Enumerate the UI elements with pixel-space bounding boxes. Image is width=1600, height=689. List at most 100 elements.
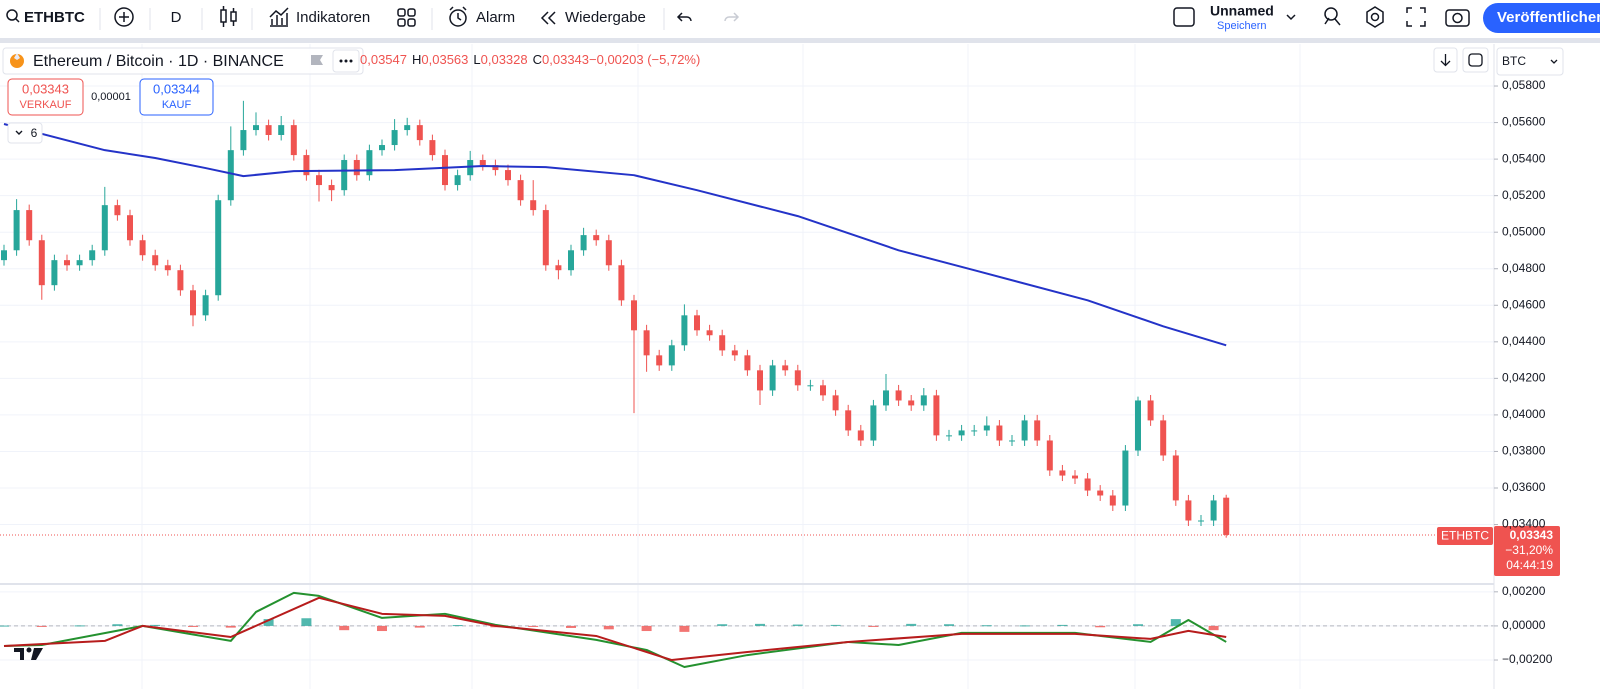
- legend-title[interactable]: Ethereum / Bitcoin · 1D · BINANCE: [33, 53, 284, 70]
- candle-body: [593, 235, 600, 241]
- candle-body: [731, 350, 738, 356]
- candle-body: [366, 150, 373, 176]
- candle-body: [253, 125, 259, 131]
- candle-body: [1, 250, 7, 261]
- indicators-button[interactable]: Indikatoren: [269, 7, 370, 27]
- price-tag: ETHBTC 0,03343 −31,20% 04:44:19: [1437, 526, 1560, 576]
- y-tick-label: 0,05200: [1502, 188, 1546, 202]
- candle-body: [530, 200, 537, 211]
- candle-body: [719, 335, 726, 351]
- candle-body: [820, 385, 826, 396]
- macd-histogram-bar: [641, 625, 652, 632]
- sell-button[interactable]: 0,03343 VERKAUF: [7, 78, 84, 116]
- settings-button[interactable]: [1366, 6, 1384, 28]
- candle-body: [983, 425, 990, 431]
- ohlc-value: 0,03547: [360, 52, 407, 67]
- logo-shape: [26, 647, 32, 653]
- currency-select[interactable]: BTC: [1496, 47, 1564, 76]
- layout-icon[interactable]: [1173, 7, 1195, 27]
- symbol-search[interactable]: ETHBTC: [6, 9, 85, 26]
- y-tick-label: 0,04400: [1502, 334, 1546, 348]
- macd-histogram-bar: [263, 619, 274, 626]
- reset-button[interactable]: [1462, 47, 1489, 73]
- undo-button[interactable]: [676, 12, 692, 22]
- indicators-icon: [269, 7, 289, 27]
- layout-menu[interactable]: Unnamed Speichern: [1210, 3, 1296, 32]
- y-tick-label: 0,00000: [1502, 618, 1546, 632]
- chart-type-button[interactable]: [220, 6, 237, 27]
- macd-histogram-bar: [1019, 625, 1030, 627]
- candle-body: [1135, 400, 1141, 451]
- sell-label: VERKAUF: [20, 99, 72, 111]
- candle-body: [215, 200, 222, 296]
- candle-body: [656, 355, 663, 366]
- y-tick-label: 0,00200: [1502, 584, 1546, 598]
- fullscreen-button[interactable]: [1406, 7, 1426, 27]
- macd-line: [3, 591, 1227, 669]
- ohlc-value: 0,03563: [421, 52, 468, 67]
- search-icon: [14, 17, 20, 23]
- candle-body: [316, 175, 322, 186]
- scroll-button[interactable]: [1433, 47, 1458, 73]
- publish-button[interactable]: Veröffentlichen: [1483, 3, 1600, 33]
- add-icon: [114, 7, 134, 27]
- replay-button[interactable]: Wiedergabe: [540, 9, 646, 26]
- macd-histogram-bar: [301, 618, 312, 626]
- logo-shape: [31, 648, 43, 660]
- legend: Ethereum / Bitcoin · 1D · BINANCE 0,0354…: [2, 47, 700, 75]
- candle-body: [454, 175, 461, 186]
- ohlc-value: 0,03328: [481, 52, 528, 67]
- signal-line: [3, 596, 1227, 662]
- toggle-bg: [7, 122, 43, 144]
- buy-label: KAUF: [162, 99, 192, 111]
- alert-button[interactable]: Alarm: [449, 6, 515, 27]
- candle-body: [1084, 478, 1091, 491]
- candle-body: [1059, 470, 1066, 476]
- publish-label: Veröffentlichen: [1497, 9, 1600, 26]
- candle-body: [1122, 450, 1129, 506]
- macd-histogram-bar: [981, 625, 992, 627]
- macd-histogram-bar: [188, 625, 198, 627]
- y-tick-label: 0,05000: [1502, 224, 1546, 238]
- candle-body: [89, 250, 96, 261]
- candle-body: [996, 425, 1003, 441]
- candle-body: [303, 155, 310, 176]
- logo[interactable]: [14, 647, 43, 661]
- macd-histogram-bar: [603, 625, 614, 630]
- candle-body: [895, 390, 902, 401]
- snapshot-button[interactable]: [1445, 9, 1470, 27]
- buy-bg: [139, 78, 214, 116]
- buy-button[interactable]: 0,03344 KAUF: [139, 78, 214, 116]
- ohlc-label: H: [412, 52, 421, 67]
- redo-button[interactable]: [724, 12, 740, 22]
- macd-histogram-bar: [1208, 625, 1219, 631]
- compare-button[interactable]: [114, 7, 134, 27]
- candle-body: [920, 395, 927, 406]
- flag-icon[interactable]: [311, 55, 323, 65]
- candle-body: [618, 265, 625, 301]
- quick-search-button[interactable]: [1324, 7, 1341, 26]
- candle-body: [832, 395, 839, 411]
- interval[interactable]: D: [171, 9, 182, 26]
- legend-menu[interactable]: [332, 49, 360, 73]
- y-tick-label: 0,04200: [1502, 371, 1546, 385]
- y-tick-label: 0,03800: [1502, 444, 1546, 458]
- search-icon: [6, 9, 18, 21]
- macd-histogram-bar: [414, 625, 425, 628]
- candle-body: [706, 330, 713, 336]
- templates-button[interactable]: [397, 8, 416, 27]
- indicators-toggle[interactable]: 6: [7, 122, 43, 144]
- candle-body: [694, 315, 700, 331]
- y-tick-label: 0,05600: [1502, 115, 1546, 129]
- camera-icon: [1445, 9, 1470, 27]
- candle-body: [1198, 520, 1204, 522]
- candle-body: [240, 130, 247, 151]
- add-icon: [119, 12, 129, 22]
- candle-body: [794, 370, 801, 386]
- moving-average: [3, 123, 1227, 347]
- macd-histogram-bar: [150, 624, 161, 626]
- candle-body: [416, 125, 423, 141]
- candle-body: [605, 240, 612, 266]
- candle-body: [1210, 500, 1217, 521]
